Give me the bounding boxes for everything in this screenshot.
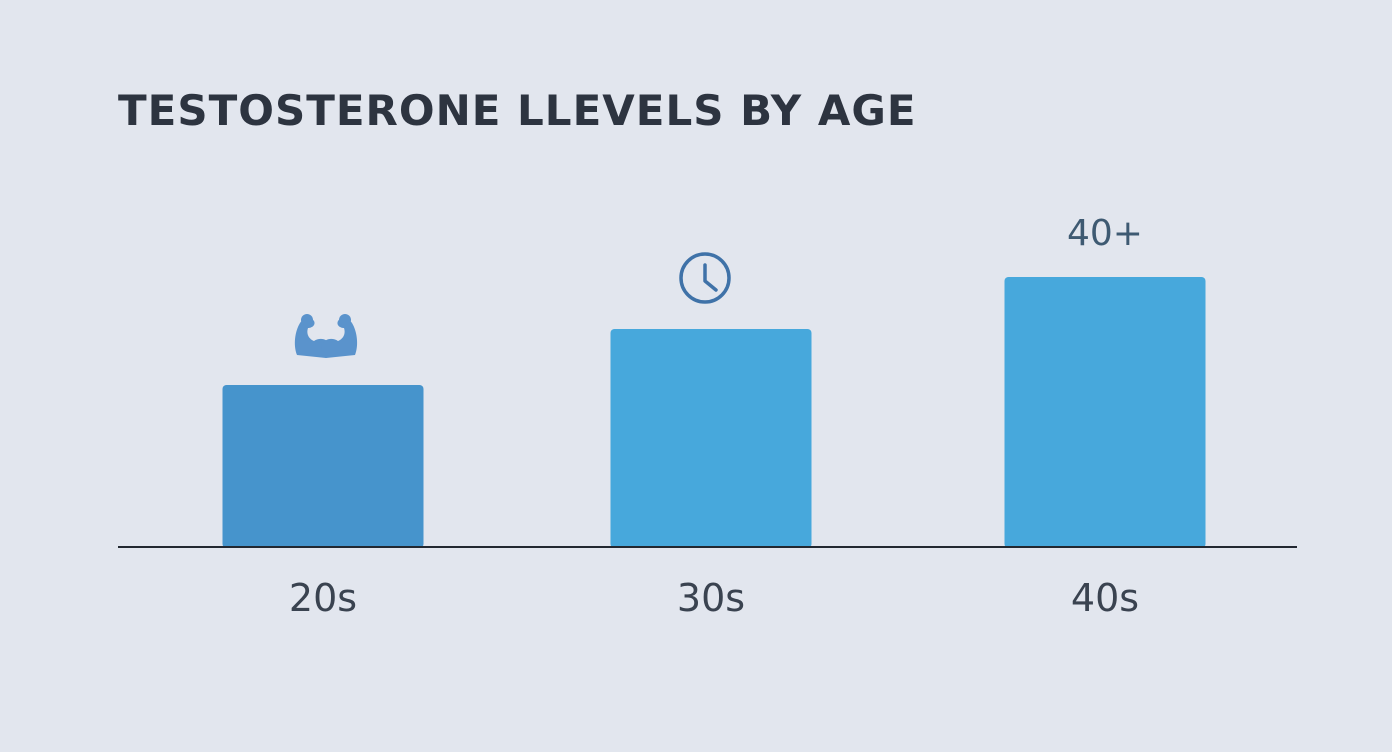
bar-30s [610, 329, 812, 548]
clock-icon [679, 252, 731, 304]
bar-annotation-label: 40+ [1067, 213, 1143, 254]
bar-40s [1004, 277, 1206, 548]
x-tick-label: 30s [677, 576, 745, 620]
x-tick-label: 40s [1071, 576, 1139, 620]
bar-20s [222, 385, 424, 548]
chart-title: TESTOSTERONE LLEVELS BY AGE [118, 86, 917, 135]
x-tick-label: 20s [289, 576, 357, 620]
flexed-arms-icon [294, 314, 358, 358]
